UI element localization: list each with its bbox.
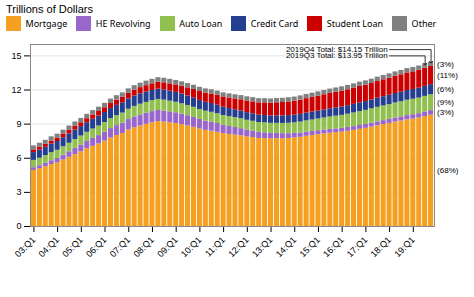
svg-text:03:Q1: 03:Q1	[13, 234, 37, 258]
html-text:Auto Loan: Auto Loan	[179, 17, 223, 30]
svg-text:(9%): (9%)	[437, 98, 454, 107]
svg-text:08:Q1: 08:Q1	[132, 234, 156, 258]
svg-text:15: 15	[11, 50, 21, 60]
svg-text:05:Q1: 05:Q1	[60, 234, 84, 258]
svg-text:(6%): (6%)	[437, 85, 454, 94]
html-text:HE Revolving: HE Revolving	[95, 17, 151, 30]
svg-text:(68%): (68%)	[437, 166, 459, 175]
svg-text:2019Q3 Total: $13.95 Trillion: 2019Q3 Total: $13.95 Trillion	[286, 51, 388, 60]
svg-text:09:Q1: 09:Q1	[155, 234, 179, 258]
html-text:Student Loan: Student Loan	[326, 17, 384, 30]
svg-text:9: 9	[16, 119, 21, 129]
svg-text:19:Q1: 19:Q1	[392, 234, 416, 258]
svg-text:17:Q1: 17:Q1	[345, 234, 369, 258]
svg-text:13:Q1: 13:Q1	[250, 234, 274, 258]
svg-text:0: 0	[16, 221, 21, 231]
svg-text:2019Q4 Total: $14.15 Trillion: 2019Q4 Total: $14.15 Trillion	[285, 44, 388, 54]
html-text:Mortgage: Mortgage	[25, 17, 68, 30]
svg-text:3: 3	[16, 187, 21, 197]
html-text:Trillions of Dollars: Trillions of Dollars	[6, 3, 93, 15]
svg-text:16:Q1: 16:Q1	[321, 234, 345, 258]
html-text:Other: Other	[411, 17, 437, 30]
svg-text:04:Q1: 04:Q1	[37, 234, 61, 258]
svg-text:07:Q1: 07:Q1	[108, 234, 132, 258]
svg-text:(11%): (11%)	[437, 71, 458, 80]
svg-text:(3%): (3%)	[437, 59, 454, 68]
svg-text:(3%): (3%)	[437, 108, 454, 117]
svg-text:15:Q1: 15:Q1	[297, 234, 321, 258]
svg-text:6: 6	[16, 153, 21, 163]
svg-text:14:Q1: 14:Q1	[274, 234, 298, 258]
svg-text:10:Q1: 10:Q1	[179, 234, 203, 258]
svg-text:11:Q1: 11:Q1	[203, 234, 227, 258]
svg-text:12: 12	[11, 84, 21, 94]
svg-text:12:Q1: 12:Q1	[226, 234, 250, 258]
html-text:Credit Card: Credit Card	[250, 17, 299, 30]
svg-text:06:Q1: 06:Q1	[84, 234, 108, 258]
svg-text:18:Q1: 18:Q1	[369, 234, 393, 258]
